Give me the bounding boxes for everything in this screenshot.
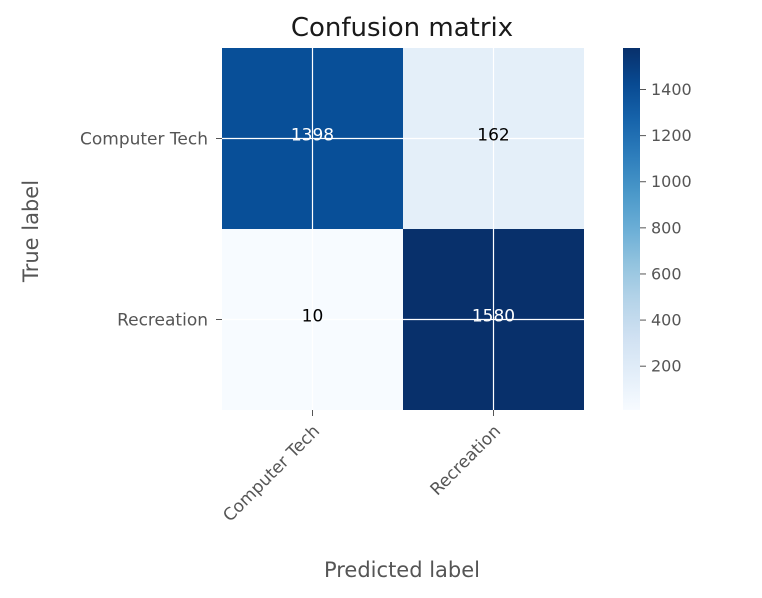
x-tick-label-1: Recreation: [427, 421, 505, 499]
colorbar-tick-label-0: 200: [651, 357, 682, 376]
x-axis-label: Predicted label: [324, 558, 480, 582]
y-tick-label-0: Computer Tech: [80, 130, 208, 150]
x-axis-ticks: Computer Tech Recreation: [219, 410, 505, 526]
chart-title: Confusion matrix: [291, 13, 513, 43]
cell-value-label-1-0: 10: [302, 307, 324, 327]
cell-value-label-1-1: 1580: [472, 307, 515, 327]
heatmap-cells: [222, 48, 584, 410]
y-axis-ticks: Computer Tech Recreation: [80, 130, 222, 331]
colorbar-tick-label-2: 600: [651, 264, 682, 283]
cell-value-labels: 1398 162 10 1580: [291, 126, 515, 327]
y-tick-label-1: Recreation: [117, 311, 208, 331]
colorbar: 200 400 600 800 1000 1200 1400: [623, 48, 692, 410]
x-tick-label-0: Computer Tech: [219, 421, 324, 526]
y-axis-label: True label: [19, 180, 43, 283]
colorbar-tick-label-3: 800: [651, 218, 682, 237]
colorbar-tick-label-1: 400: [651, 311, 682, 330]
cell-value-label-0-1: 162: [477, 126, 509, 146]
cell-value-label-0-0: 1398: [291, 126, 334, 146]
colorbar-tick-label-4: 1000: [651, 172, 692, 191]
colorbar-fill: [623, 48, 640, 410]
gridlines: [222, 48, 584, 410]
colorbar-tick-label-6: 1400: [651, 80, 692, 99]
colorbar-tick-label-5: 1200: [651, 126, 692, 145]
